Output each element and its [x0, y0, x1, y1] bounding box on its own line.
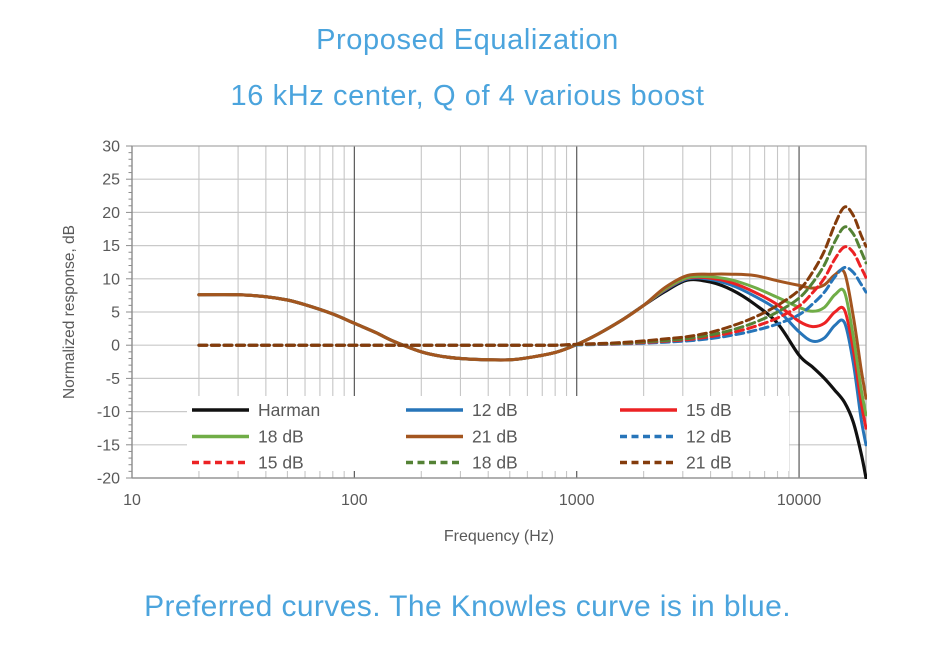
legend: Harman 12 dB 15 dB 18 dB 21 dB 12 dB 15 dB 18 d… — [187, 396, 789, 473]
y-tick-label: -5 — [106, 371, 120, 388]
y-tick-label: 0 — [111, 338, 120, 355]
legend-entry-12-db-dashed: 12 dB — [620, 427, 732, 447]
y-tick-label: 30 — [102, 139, 120, 156]
legend-label: 21 dB — [472, 427, 518, 447]
series-curves — [197, 205, 867, 479]
y-tick-label: 25 — [102, 172, 120, 189]
legend-entry-18-db-solid: 18 dB — [192, 427, 304, 447]
legend-background — [187, 396, 789, 471]
legend-entry-21-db-dashed: 21 dB — [620, 453, 732, 473]
chart-title: Proposed Equalization — [316, 24, 619, 56]
legend-entry-harman-solid: Harman — [192, 400, 320, 420]
y-tick-label: 10 — [102, 271, 120, 288]
legend-label: 18 dB — [472, 453, 518, 473]
legend-label: 18 dB — [258, 427, 304, 447]
y-tick-label: -20 — [97, 471, 120, 488]
legend-entry-21-db-solid: 21 dB — [406, 427, 518, 447]
legend-entry-15-db-solid: 15 dB — [620, 400, 732, 420]
legend-label: 12 dB — [686, 427, 732, 447]
curve-21-db-solid — [197, 268, 867, 400]
legend-label: 12 dB — [472, 400, 518, 420]
legend-label: 15 dB — [258, 453, 304, 473]
curve-15-db-dashed — [197, 245, 867, 347]
x-axis-title: Frequency (Hz) — [444, 528, 554, 545]
y-axis-title: Normalized response, dB — [61, 225, 78, 399]
legend-label: Harman — [258, 400, 320, 420]
x-tick-label: 10000 — [777, 492, 822, 509]
y-tick-label: 20 — [102, 205, 120, 222]
x-tick-label: 1000 — [559, 492, 595, 509]
y-tick-label: -15 — [97, 437, 120, 454]
x-tick-label: 10 — [123, 492, 141, 509]
legend-entry-18-db-dashed: 18 dB — [406, 453, 518, 473]
chart-caption: Preferred curves. The Knowles curve is i… — [144, 590, 791, 623]
curve-21-db-dashed — [197, 205, 867, 347]
y-axis-ticks — [126, 145, 866, 479]
y-tick-label: 15 — [102, 238, 120, 255]
legend-label: 15 dB — [686, 400, 732, 420]
legend-entry-15-db-dashed: 15 dB — [192, 453, 304, 473]
y-tick-label: -10 — [97, 404, 120, 421]
chart-subtitle: 16 kHz center, Q of 4 various boost — [230, 80, 705, 112]
legend-entry-12-db-solid: 12 dB — [406, 400, 518, 420]
y-tick-label: 5 — [111, 305, 120, 322]
legend-label: 21 dB — [686, 453, 732, 473]
x-tick-label: 100 — [341, 492, 368, 509]
